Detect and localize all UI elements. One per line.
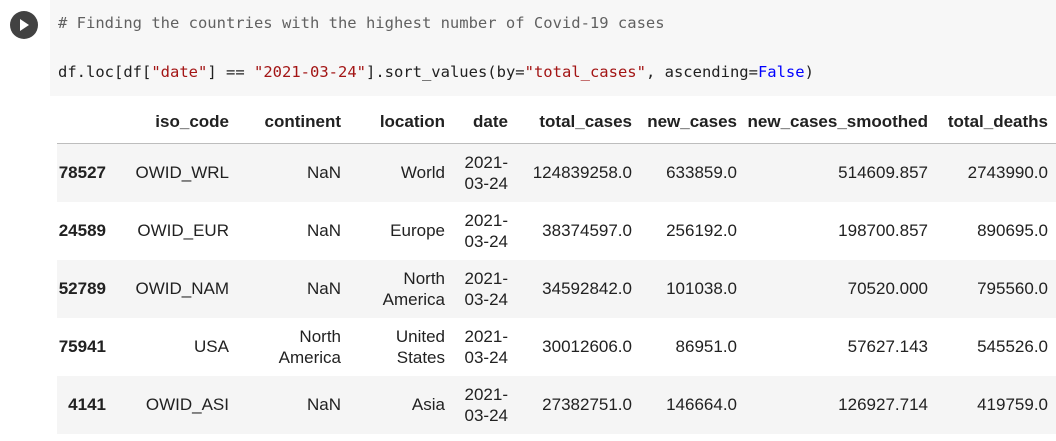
- code-comment: # Finding the countries with the highest…: [58, 14, 665, 32]
- code-token: ] ==: [207, 63, 254, 81]
- cell-date: 2021-03-24: [464, 210, 508, 251]
- cell-new-cases-smoothed: 57627.143: [847, 337, 928, 356]
- column-header: [57, 100, 122, 144]
- code-string: "total_cases": [524, 63, 646, 81]
- code-string: "date": [151, 63, 208, 81]
- cell-date: 2021-03-24: [464, 268, 508, 309]
- cell-continent: NaN: [306, 221, 341, 240]
- column-header: location: [349, 100, 453, 144]
- cell-continent: North America: [278, 326, 341, 367]
- cell-continent: NaN: [306, 279, 341, 298]
- cell-new-cases-smoothed: 70520.000: [847, 279, 928, 298]
- table-row: 4141 OWID_ASI NaN Asia 2021-03-24 273827…: [57, 375, 1056, 434]
- cell-date: 2021-03-24: [464, 326, 508, 367]
- table-row: 78527 OWID_WRL NaN World 2021-03-24 1248…: [57, 143, 1056, 202]
- cell-continent: NaN: [306, 163, 341, 183]
- column-header: date: [453, 100, 516, 144]
- code-string: "2021-03-24": [254, 63, 366, 81]
- row-index: 78527: [58, 162, 106, 182]
- cell-total-deaths: 2743990.0: [967, 163, 1048, 183]
- row-index: 52789: [58, 278, 106, 298]
- row-index: 75941: [58, 336, 106, 356]
- cell-iso-code: OWID_NAM: [135, 279, 230, 298]
- column-header: total_cases: [516, 100, 640, 144]
- cell-new-cases: 256192.0: [666, 221, 737, 240]
- row-index: 4141: [68, 394, 106, 414]
- cell-iso-code: OWID_WRL: [135, 163, 230, 183]
- cell-new-cases: 86951.0: [675, 337, 737, 356]
- cell-new-cases: 146664.0: [666, 395, 737, 414]
- column-header: total_deaths: [936, 100, 1056, 144]
- cell-total-deaths: 890695.0: [977, 221, 1048, 240]
- cell-output: iso_code continent location date total_c…: [57, 100, 1056, 441]
- cell-total-deaths: 795560.0: [977, 279, 1048, 298]
- run-cell-button[interactable]: [10, 11, 38, 39]
- cell-total-cases: 34592842.0: [542, 279, 632, 298]
- cell-new-cases-smoothed: 514609.857: [838, 163, 928, 183]
- table-row: 52789 OWID_NAM NaN North America 2021-03…: [57, 259, 1056, 318]
- cell-total-cases: 124839258.0: [532, 163, 632, 183]
- cell-iso-code: OWID_EUR: [137, 221, 229, 240]
- cell-date: 2021-03-24: [464, 384, 508, 425]
- code-statement: df.loc[df["date"] == "2021-03-24"].sort_…: [58, 62, 814, 82]
- table-row: 24589 OWID_EUR NaN Europe 2021-03-24 383…: [57, 202, 1056, 260]
- cell-total-deaths: 545526.0: [977, 337, 1048, 356]
- column-header: new_cases: [640, 100, 745, 144]
- code-token: ): [804, 63, 814, 81]
- code-token: df.loc[df[: [58, 63, 152, 81]
- code-cell: # Finding the countries with the highest…: [0, 0, 1056, 96]
- table-row: 75941 USA North America United States 20…: [57, 318, 1056, 376]
- cell-total-cases: 38374597.0: [542, 221, 632, 240]
- cell-iso-code: USA: [194, 337, 229, 356]
- cell-new-cases-smoothed: 198700.857: [838, 221, 928, 240]
- cell-total-deaths: 419759.0: [977, 395, 1048, 414]
- cell-location: North America: [382, 268, 445, 309]
- code-token: , ascending=: [645, 63, 758, 81]
- cell-continent: NaN: [306, 395, 341, 414]
- column-header: iso_code: [122, 100, 237, 144]
- cell-iso-code: OWID_ASI: [145, 395, 229, 414]
- dataframe-table: iso_code continent location date total_c…: [57, 100, 1056, 434]
- code-token: ].sort_values(by=: [365, 63, 525, 81]
- header-row: iso_code continent location date total_c…: [57, 100, 1056, 144]
- cell-location: Europe: [390, 221, 445, 240]
- cell-location: World: [400, 163, 445, 183]
- cell-new-cases: 101038.0: [666, 279, 737, 298]
- column-header: continent: [237, 100, 349, 144]
- code-keyword: False: [757, 63, 805, 81]
- code-editor[interactable]: # Finding the countries with the highest…: [50, 0, 1056, 96]
- play-icon: [20, 19, 29, 31]
- cell-total-cases: 30012606.0: [542, 337, 632, 356]
- cell-location: Asia: [411, 395, 445, 414]
- row-index: 24589: [58, 220, 106, 240]
- column-header: new_cases_smoothed: [745, 100, 936, 144]
- cell-date: 2021-03-24: [464, 152, 508, 193]
- cell-new-cases-smoothed: 126927.714: [838, 395, 928, 414]
- cell-new-cases: 633859.0: [666, 163, 737, 183]
- cell-total-cases: 27382751.0: [542, 395, 632, 414]
- cell-location: United States: [395, 326, 445, 367]
